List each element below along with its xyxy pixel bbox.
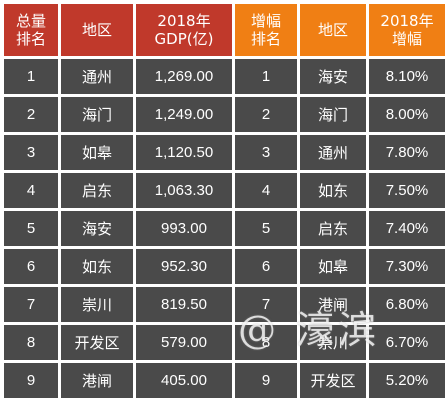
gdp-rank-cell: 3 <box>4 135 58 170</box>
growth-rank-cell: 7 <box>235 287 297 322</box>
region-right-cell: 如皋 <box>300 249 366 284</box>
region-left-cell: 海安 <box>61 211 133 246</box>
gdp-rank-cell: 2 <box>4 97 58 132</box>
region-left-cell: 崇川 <box>61 287 133 322</box>
growth-rate-cell: 6.80% <box>369 287 445 322</box>
growth-rate-cell: 7.30% <box>369 249 445 284</box>
table-row: 8 开发区 579.00 8 崇川 6.70% <box>4 325 445 360</box>
header-growth-rate: 2018年 增幅 <box>369 4 445 56</box>
growth-rate-cell: 7.50% <box>369 173 445 208</box>
growth-rate-cell: 7.80% <box>369 135 445 170</box>
region-left-cell: 通州 <box>61 59 133 94</box>
region-right-cell: 崇川 <box>300 325 366 360</box>
growth-rank-cell: 5 <box>235 211 297 246</box>
region-left-cell: 启东 <box>61 173 133 208</box>
header-region-right: 地区 <box>300 4 366 56</box>
gdp-rank-cell: 1 <box>4 59 58 94</box>
gdp-value-cell: 819.50 <box>136 287 232 322</box>
header-growth-rank: 增幅 排名 <box>235 4 297 56</box>
growth-rate-cell: 8.00% <box>369 97 445 132</box>
region-right-cell: 开发区 <box>300 363 366 398</box>
gdp-value-cell: 579.00 <box>136 325 232 360</box>
header-gdp-rank: 总量 排名 <box>4 4 58 56</box>
gdp-value-cell: 1,249.00 <box>136 97 232 132</box>
region-left-cell: 港闸 <box>61 363 133 398</box>
table-row: 2 海门 1,249.00 2 海门 8.00% <box>4 97 445 132</box>
growth-rate-cell: 6.70% <box>369 325 445 360</box>
region-left-cell: 开发区 <box>61 325 133 360</box>
region-right-cell: 海安 <box>300 59 366 94</box>
region-right-cell: 如东 <box>300 173 366 208</box>
region-left-cell: 如皋 <box>61 135 133 170</box>
gdp-value-cell: 405.00 <box>136 363 232 398</box>
gdp-value-cell: 1,063.30 <box>136 173 232 208</box>
gdp-value-cell: 1,269.00 <box>136 59 232 94</box>
gdp-rank-cell: 5 <box>4 211 58 246</box>
growth-rate-cell: 5.20% <box>369 363 445 398</box>
table-row: 6 如东 952.30 6 如皋 7.30% <box>4 249 445 284</box>
growth-rate-cell: 8.10% <box>369 59 445 94</box>
table-row: 9 港闸 405.00 9 开发区 5.20% <box>4 363 445 398</box>
growth-rank-cell: 2 <box>235 97 297 132</box>
growth-rank-cell: 8 <box>235 325 297 360</box>
table-header: 总量 排名 地区 2018年 GDP(亿) 增幅 排名 地区 2018年 增幅 <box>4 4 445 56</box>
growth-rank-cell: 9 <box>235 363 297 398</box>
region-right-cell: 启东 <box>300 211 366 246</box>
table-body: 1 通州 1,269.00 1 海安 8.10% 2 海门 1,249.00 2 海门 8.00% 3 如… <box>4 59 445 398</box>
gdp-value-cell: 1,120.50 <box>136 135 232 170</box>
table-row: 7 崇川 819.50 7 港闸 6.80% <box>4 287 445 322</box>
growth-rank-cell: 3 <box>235 135 297 170</box>
header-region-left: 地区 <box>61 4 133 56</box>
table-row: 4 启东 1,063.30 4 如东 7.50% <box>4 173 445 208</box>
table-row: 1 通州 1,269.00 1 海安 8.10% <box>4 59 445 94</box>
growth-rate-cell: 7.40% <box>369 211 445 246</box>
region-left-cell: 海门 <box>61 97 133 132</box>
region-left-cell: 如东 <box>61 249 133 284</box>
table-row: 3 如皋 1,120.50 3 通州 7.80% <box>4 135 445 170</box>
region-right-cell: 通州 <box>300 135 366 170</box>
region-right-cell: 港闸 <box>300 287 366 322</box>
gdp-rank-cell: 8 <box>4 325 58 360</box>
gdp-value-cell: 993.00 <box>136 211 232 246</box>
region-right-cell: 海门 <box>300 97 366 132</box>
growth-rank-cell: 1 <box>235 59 297 94</box>
gdp-rank-cell: 9 <box>4 363 58 398</box>
growth-rank-cell: 4 <box>235 173 297 208</box>
header-row: 总量 排名 地区 2018年 GDP(亿) 增幅 排名 地区 2018年 增幅 <box>4 4 445 56</box>
gdp-rank-cell: 4 <box>4 173 58 208</box>
gdp-value-cell: 952.30 <box>136 249 232 284</box>
table-row: 5 海安 993.00 5 启东 7.40% <box>4 211 445 246</box>
gdp-rank-cell: 6 <box>4 249 58 284</box>
header-gdp-value: 2018年 GDP(亿) <box>136 4 232 56</box>
growth-rank-cell: 6 <box>235 249 297 284</box>
gdp-rank-cell: 7 <box>4 287 58 322</box>
